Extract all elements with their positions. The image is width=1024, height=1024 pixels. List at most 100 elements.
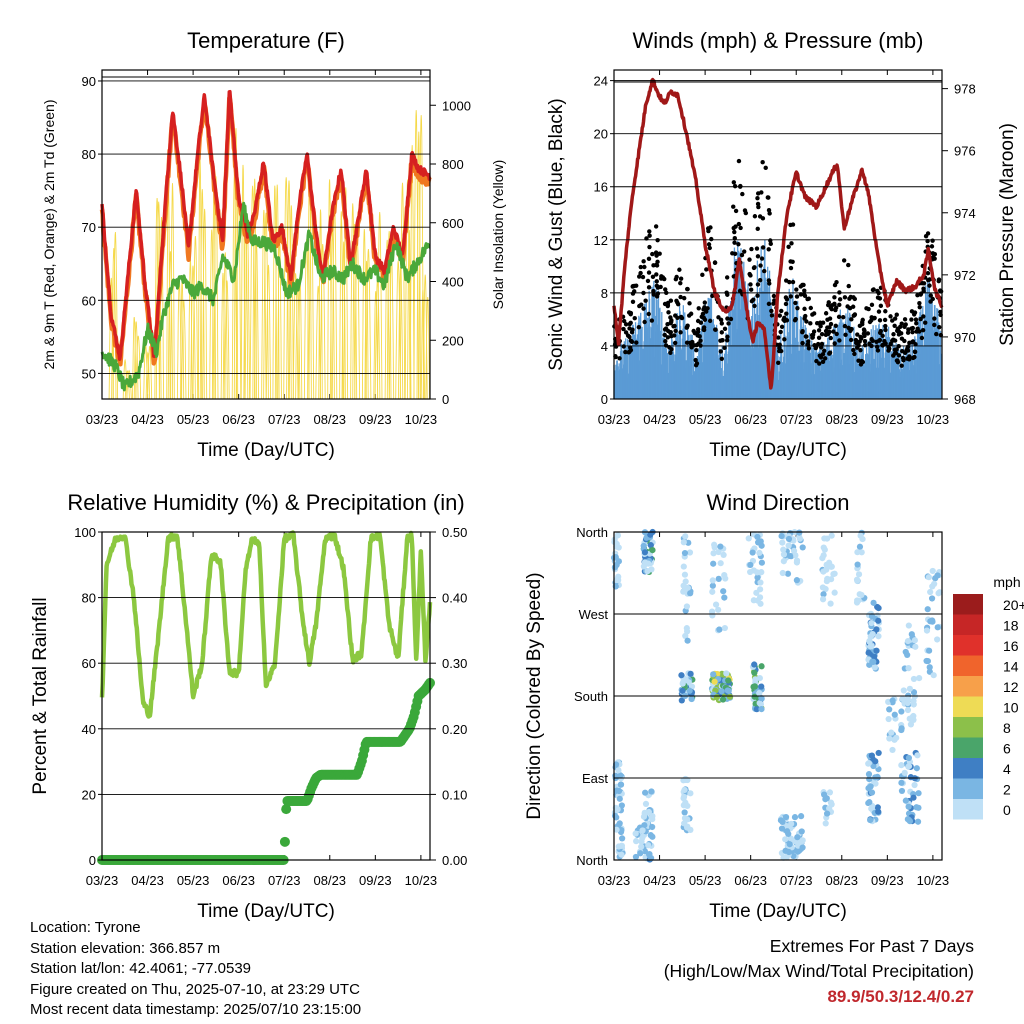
gust-point [646,256,652,262]
precip-point [281,804,292,815]
y2-tick-label: 800 [442,157,464,172]
gust-point [927,277,932,282]
gust-point [755,254,761,259]
direction-point [855,571,863,578]
direction-point [649,547,656,554]
gust-point [896,353,902,358]
gust-point [790,279,796,285]
gust-point [675,315,680,321]
gust-point [827,351,832,356]
gust-point [647,244,652,250]
gust-point [760,245,766,250]
y-tick-label: 16 [594,180,608,195]
gust-point [678,314,684,320]
recent-data-text: Most recent data timestamp: 2025/07/10 2… [30,1001,362,1018]
gust-point [930,238,935,243]
direction-point [645,808,652,816]
gust-point [755,226,760,232]
gust-point [837,297,843,302]
gust-point [642,319,647,325]
direction-point [642,800,650,807]
direction-point [641,549,649,556]
direction-point [778,532,785,540]
gust-point [716,315,721,320]
plot-frame [613,69,943,400]
direction-point [823,810,831,817]
gust-point [682,295,687,301]
direction-point [680,588,687,595]
gust-point [678,330,683,335]
direction-point [722,575,729,582]
direction-point [758,663,765,670]
direction-point [715,548,722,556]
gust-point [621,326,626,332]
gust-point [782,337,787,342]
gust-point [786,244,791,250]
direction-point [907,721,915,728]
gust-point [657,251,662,256]
gust-point [913,317,919,322]
direction-point [615,767,622,774]
direction-point [717,560,724,567]
direction-point [913,765,920,772]
gust-point [841,314,846,320]
legend-label: 16 [1003,638,1019,654]
direction-point [782,836,789,843]
direction-point [720,551,727,558]
direction-point [856,543,864,550]
x-tick-label: 08/23 [826,412,859,427]
gust-point [836,314,842,320]
solar-trace [377,211,383,400]
gust-point [837,338,842,343]
gust-point [856,358,861,363]
gust-point [793,300,798,306]
gust-point [936,277,942,282]
direction-point [682,775,689,783]
direction-point [934,636,941,643]
gust-point [669,318,674,323]
gust-point [851,347,856,353]
gust-point [795,305,800,311]
direction-point [914,752,921,759]
direction-point [681,809,688,816]
gust-point [695,327,701,332]
gust-point [650,274,656,280]
direction-point [870,762,877,770]
gust-point [771,293,777,299]
direction-point [929,567,936,575]
direction-point [791,814,799,821]
gust-point [887,346,892,351]
gust-point [816,335,822,341]
gust-point [763,165,768,171]
y2-tick-label: 0.10 [442,787,467,802]
gust-point [655,291,661,296]
gust-point [802,306,807,312]
direction-point [784,828,791,835]
direction-point [754,574,761,581]
gust-point [737,288,743,294]
direction-point [898,779,905,786]
gust-point [704,267,709,272]
legend-label: 14 [1003,659,1019,675]
solar-trace [425,297,431,400]
gust-point [722,326,728,332]
gust-point [696,306,701,311]
direction-point [907,774,914,781]
gust-point [806,296,811,301]
y-tick-label: 50 [82,366,96,381]
direction-point [914,818,922,825]
gust-point [768,238,773,243]
gust-point [778,329,783,335]
gust-point [814,321,820,326]
direction-point [785,535,793,543]
gust-point [766,301,772,307]
direction-point [645,842,652,849]
direction-point [709,582,716,589]
gust-point [651,288,656,294]
gust-point [862,338,868,344]
y-tick-label: 90 [82,74,96,89]
legend-swatch [953,717,983,738]
created-text: Figure created on Thu, 2025-07-10, at 23… [30,980,360,998]
gust-point [917,304,922,310]
direction-point [616,820,623,827]
